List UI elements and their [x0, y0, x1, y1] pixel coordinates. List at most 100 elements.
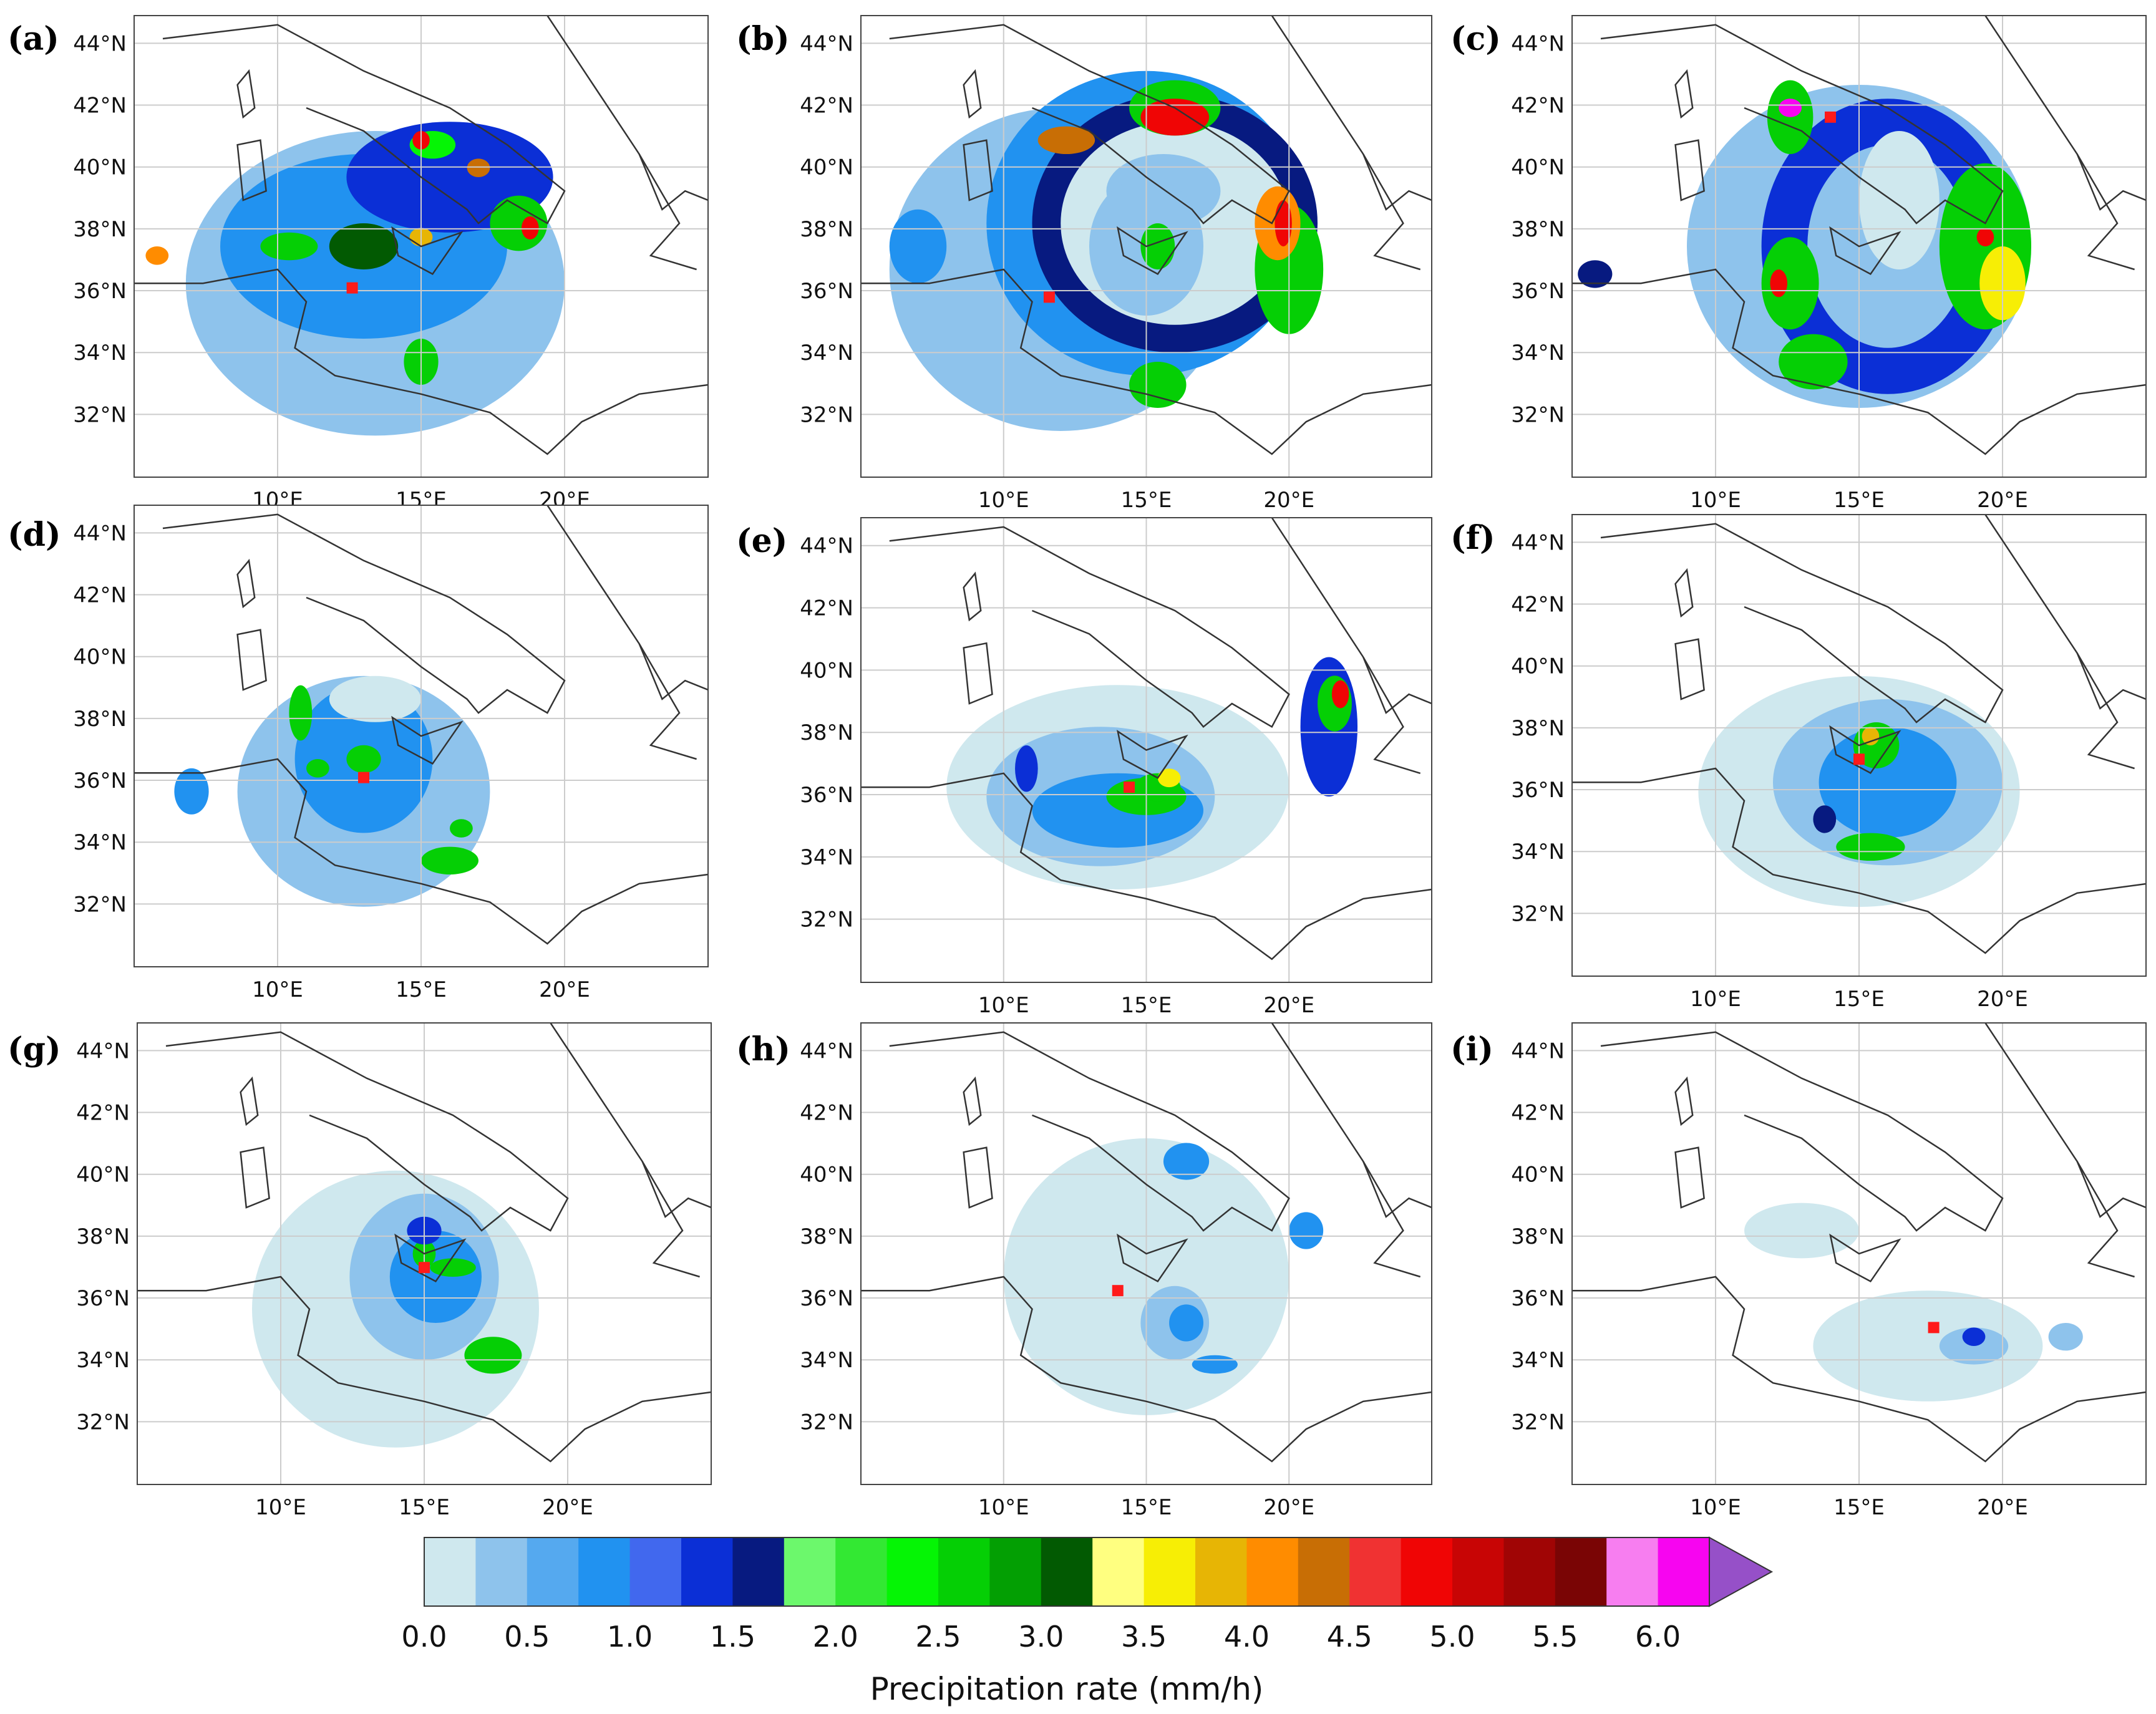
storm-center-marker: [358, 772, 369, 783]
panel-frame: [134, 505, 709, 967]
coastline: [1116, 1233, 1188, 1283]
lat-tick-label: 40°N: [800, 1163, 853, 1188]
storm-center-marker: [1853, 753, 1865, 765]
lat-tick-label: 36°N: [800, 783, 853, 808]
coastline: [638, 153, 708, 211]
map-panel-e: 44°N 42°N 40°N 38°N 36°N 34°N 32°N 10°E 15°E 20°E…: [736, 517, 1432, 1018]
lat-tick-label: 36°N: [1511, 279, 1565, 304]
precip-cell: [1140, 99, 1210, 136]
lat-tick-label: 36°N: [73, 279, 127, 304]
colorbar-segment: [1401, 1537, 1453, 1606]
colorbar-segment: [424, 1537, 476, 1606]
coastline: [963, 571, 982, 622]
precip-cell: [306, 759, 329, 778]
colorbar-tick-label: 0.0: [401, 1620, 447, 1653]
colorbar-segment: [989, 1537, 1042, 1606]
lat-tick-label: 36°N: [73, 768, 127, 793]
precip-cell: [1157, 768, 1181, 788]
panel-letter: (a): [7, 20, 59, 58]
lat-tick-label: 38°N: [1511, 716, 1565, 741]
lat-tick-label: 44°N: [800, 31, 853, 56]
lat-tick-label: 34°N: [76, 1348, 130, 1373]
coastline: [861, 1276, 1432, 1463]
panel-letter: (i): [1450, 1030, 1493, 1068]
lon-tick-label: 20°E: [1263, 993, 1314, 1018]
coastline: [889, 1031, 1290, 1232]
colorbar-segment: [1452, 1537, 1504, 1606]
lon-tick-label: 10°E: [978, 1495, 1029, 1520]
colorbar-segment: [1349, 1537, 1402, 1606]
lat-tick-label: 40°N: [1511, 1163, 1565, 1188]
lat-tick-label: 36°N: [800, 1286, 853, 1311]
storm-center-marker: [1928, 1322, 1940, 1334]
coastline: [1674, 69, 1694, 119]
storm-center-marker: [419, 1262, 430, 1274]
lon-tick-label: 15°E: [1833, 488, 1885, 513]
precip-cell: [1015, 745, 1038, 792]
colorbar-tick-label: 2.0: [813, 1620, 858, 1653]
lon-tick-label: 10°E: [255, 1495, 306, 1520]
lat-tick-label: 34°N: [1511, 840, 1565, 864]
lat-tick-label: 42°N: [800, 596, 853, 621]
lat-tick-label: 38°N: [73, 707, 127, 732]
coastline: [1116, 730, 1188, 779]
lat-tick-label: 38°N: [76, 1224, 130, 1249]
lat-tick-label: 34°N: [73, 830, 127, 855]
precip-cell: [1813, 805, 1837, 833]
precip-cell: [889, 209, 947, 284]
lat-tick-label: 44°N: [76, 1039, 130, 1063]
coastline: [1829, 725, 1901, 775]
lat-tick-label: 38°N: [1511, 217, 1565, 242]
colorbar-segment: [732, 1537, 785, 1606]
lon-tick-label: 15°E: [1833, 1495, 1885, 1520]
coastline: [2076, 1161, 2146, 1218]
coastline: [1984, 16, 2135, 271]
panel-frame: [1571, 15, 2147, 478]
colorbar-segment: [886, 1537, 939, 1606]
lat-tick-label: 40°N: [1511, 155, 1565, 180]
map-panel-g: 44°N 42°N 40°N 38°N 36°N 34°N 32°N 10°E 15°E 20°E…: [7, 1022, 712, 1520]
coastline: [963, 139, 993, 201]
coastline: [1674, 568, 1694, 618]
lat-tick-label: 44°N: [73, 31, 127, 56]
lon-tick-label: 20°E: [1977, 488, 2028, 513]
coastline: [1362, 1161, 1432, 1218]
coastline: [963, 69, 982, 119]
map-panel-a: 44°N42°N40°N38°N36°N34°N32°N10°E 15°E 20°E…: [7, 15, 709, 513]
colorbar-segment: [938, 1537, 990, 1606]
lat-tick-label: 40°N: [73, 645, 127, 670]
coastline: [861, 268, 1432, 455]
lat-tick-label: 34°N: [73, 341, 127, 366]
coastline: [1600, 24, 2004, 225]
lat-tick-label: 32°N: [1511, 901, 1565, 926]
coastline: [165, 1031, 569, 1232]
coastline: [641, 1161, 711, 1218]
precipitation-field: [1744, 1203, 2083, 1402]
precip-cell: [346, 745, 381, 773]
lat-tick-label: 36°N: [1511, 1286, 1565, 1311]
lon-tick-label: 20°E: [1977, 1495, 2028, 1520]
colorbar-tick-label: 1.0: [607, 1620, 653, 1653]
map-panel-f: 44°N 42°N 40°N 38°N 36°N 34°N 32°N 10°E 15°E 20°E…: [1450, 514, 2147, 1012]
colorbar-title: Precipitation rate (mm/h): [870, 1671, 1264, 1707]
panel-frame: [860, 1022, 1432, 1485]
lat-tick-label: 32°N: [76, 1410, 130, 1435]
panel-letter: (h): [736, 1030, 790, 1068]
lat-tick-label: 38°N: [800, 720, 853, 745]
colorbar: 0.0 0.5 1.0 1.5 2.0 2.5 3.0 3.5 4.0 4.5 5.0 5.5 6.0 P…: [401, 1536, 1774, 1707]
colorbar-tick-label: 5.5: [1532, 1620, 1578, 1653]
precip-cell: [174, 768, 209, 815]
colorbar-segment: [1658, 1537, 1710, 1606]
lon-tick-label: 20°E: [539, 977, 590, 1002]
lat-tick-label: 42°N: [800, 94, 853, 119]
precip-cell: [289, 685, 313, 741]
lon-tick-label: 20°E: [1263, 488, 1314, 513]
lat-tick-label: 42°N: [76, 1101, 130, 1126]
panel-letter: (b): [736, 20, 790, 58]
precip-cell: [450, 819, 473, 838]
precip-cell: [145, 246, 169, 265]
lat-tick-label: 32°N: [73, 402, 127, 427]
lat-tick-label: 42°N: [73, 94, 127, 119]
coastline: [1674, 139, 1705, 201]
lat-tick-label: 38°N: [800, 1224, 853, 1249]
